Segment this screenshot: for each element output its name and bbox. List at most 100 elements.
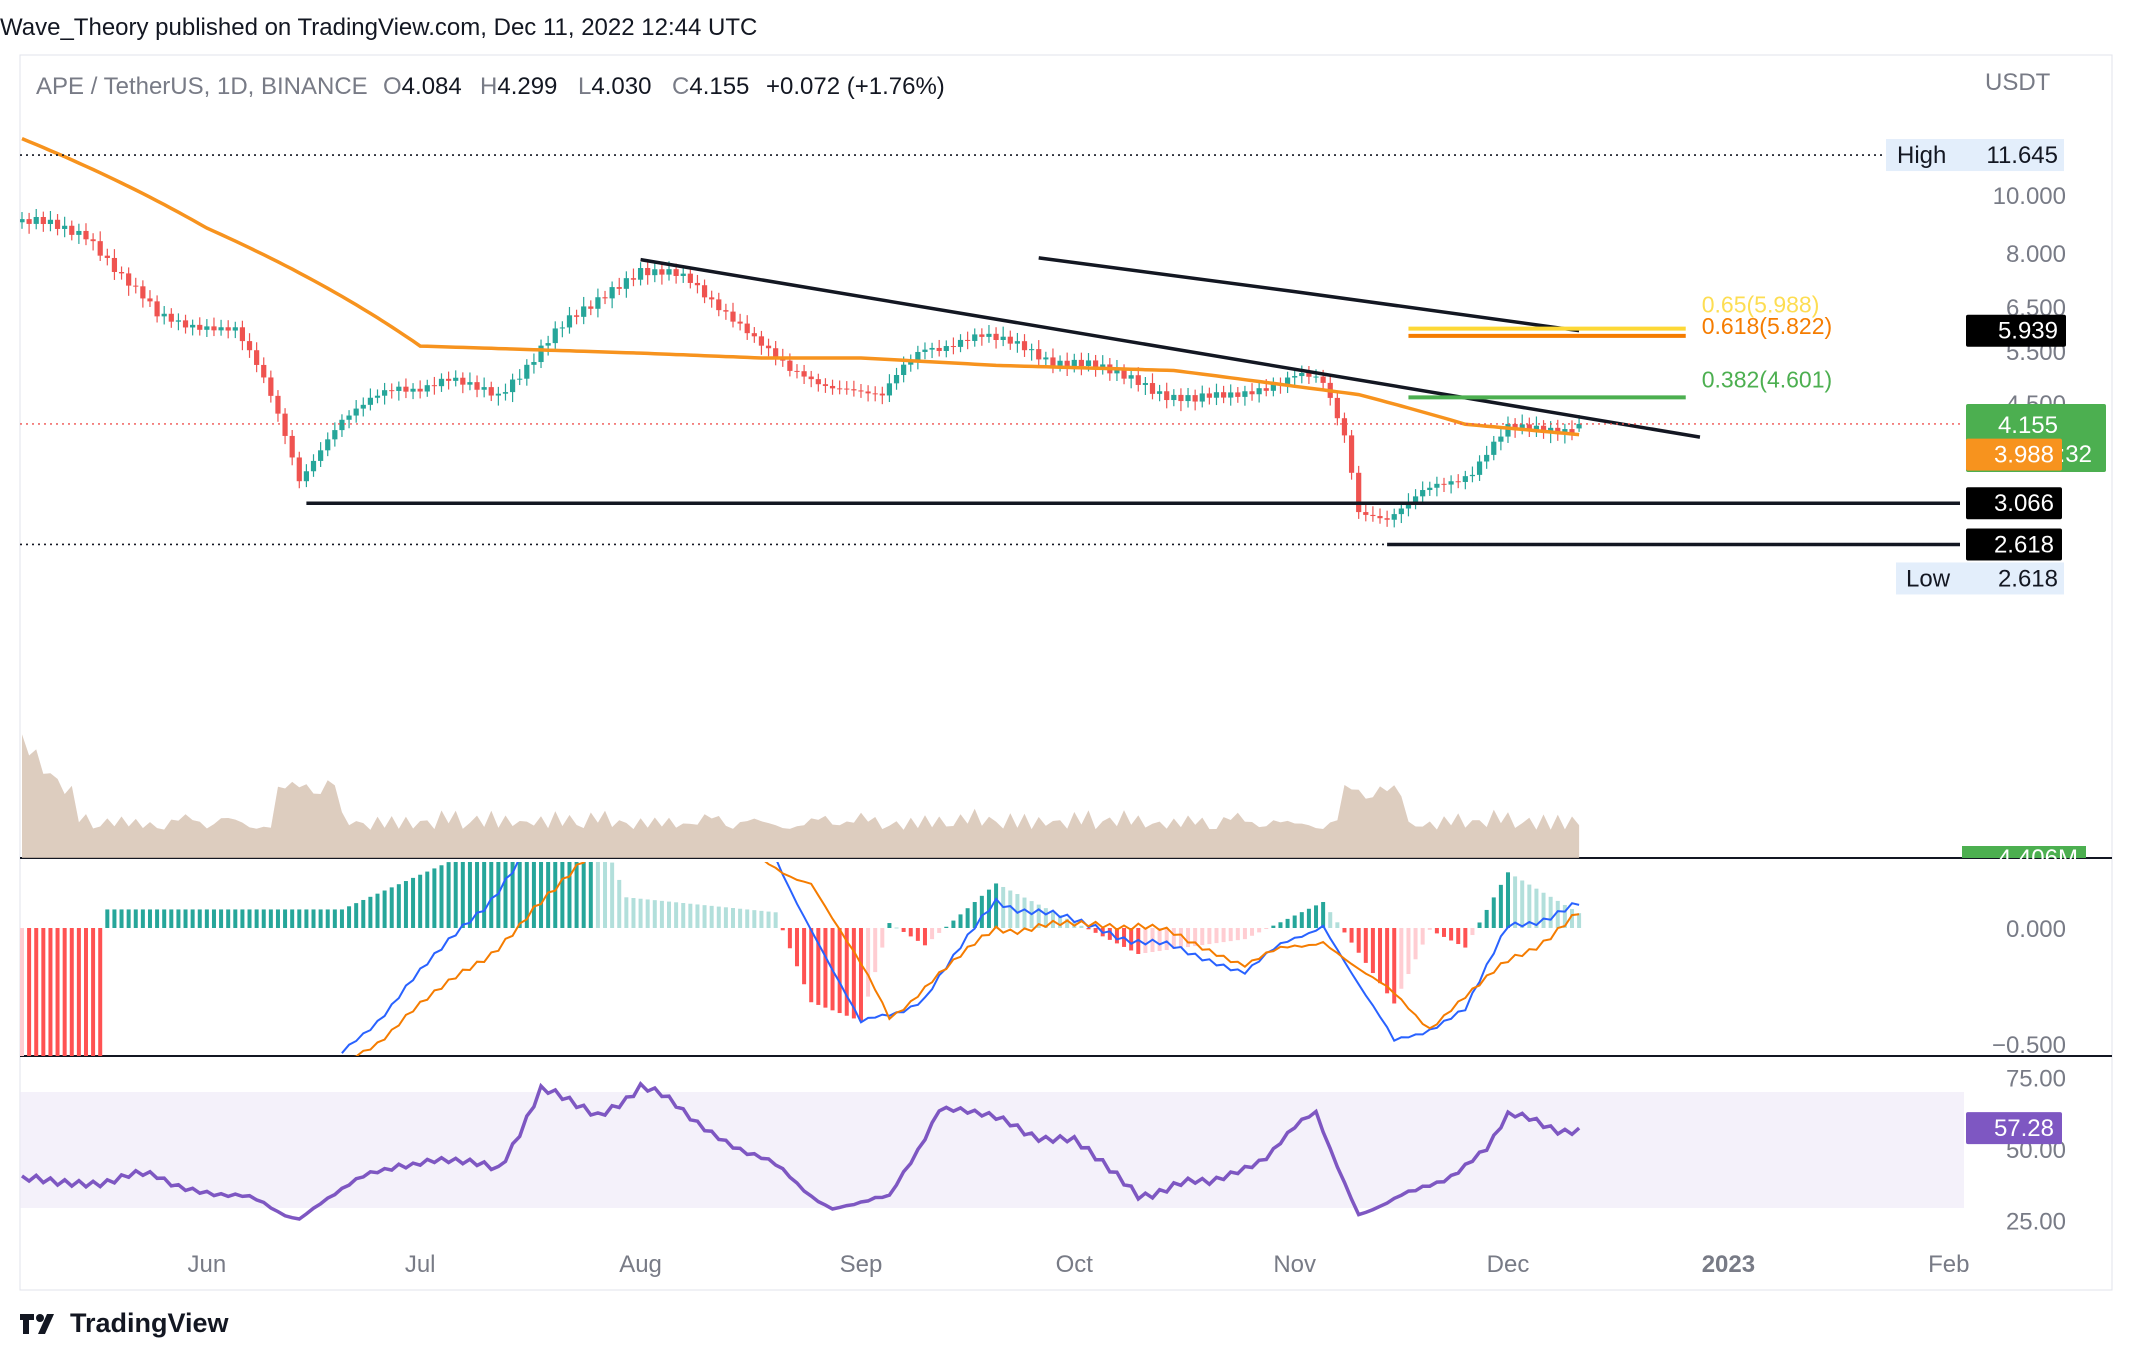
- rsi-value-tag-bg: [1966, 1112, 2062, 1145]
- candle-body: [531, 362, 537, 365]
- macd-histogram-bar: [986, 889, 991, 928]
- candle-body: [1491, 441, 1497, 455]
- candle-body: [289, 435, 295, 458]
- candle-body: [197, 324, 203, 330]
- macd-histogram-bar: [1548, 896, 1553, 928]
- macd-axis-tick: 0.000: [2006, 916, 2066, 943]
- macd-histogram-bar: [1505, 872, 1510, 928]
- macd-histogram-bar: [297, 909, 302, 928]
- macd-histogram-bar: [524, 862, 529, 928]
- chart-frame: [19, 54, 2113, 1291]
- candle-body: [851, 389, 857, 391]
- candle-body: [282, 413, 288, 436]
- candle-body: [581, 306, 587, 317]
- macd-histogram-bar: [1406, 928, 1411, 975]
- candle-body: [524, 364, 530, 379]
- macd-histogram-bar: [190, 909, 195, 928]
- candle-body: [417, 388, 423, 392]
- macd-histogram-bar: [603, 862, 608, 928]
- candle-body: [687, 273, 693, 283]
- candle-body: [1199, 393, 1205, 402]
- candle-body: [1484, 454, 1490, 462]
- candle-body: [1462, 476, 1468, 482]
- macd-histogram-bar: [1299, 912, 1304, 928]
- macd-histogram-bar: [1534, 888, 1539, 928]
- low-tag-kind: Low: [1906, 565, 1951, 592]
- candle-body: [972, 334, 978, 341]
- candle-body: [616, 287, 622, 289]
- macd-axis-tick: −0.500: [1992, 1032, 2066, 1059]
- macd-histogram-bar: [261, 909, 266, 928]
- candle-body: [1320, 376, 1326, 383]
- macd-histogram-bar: [1385, 928, 1390, 994]
- tag-2618-bg: [1966, 528, 2062, 561]
- macd-histogram-bar: [944, 926, 949, 928]
- time-axis-tick: 2023: [1702, 1251, 1755, 1278]
- candle-body: [1050, 357, 1056, 366]
- candle-body: [794, 370, 800, 372]
- macd-histogram-bar: [1129, 928, 1134, 951]
- macd-histogram-bar: [816, 928, 821, 1005]
- macd-histogram-bar: [752, 910, 757, 928]
- candle-body: [47, 219, 54, 224]
- candle-body: [1533, 425, 1540, 430]
- candle-body: [1540, 425, 1547, 433]
- candle-body: [1348, 435, 1355, 473]
- macd-histogram-bar: [787, 928, 792, 949]
- candle-body: [1071, 359, 1077, 367]
- macd-histogram-bar: [1186, 928, 1191, 948]
- low-tag-bg: [1896, 562, 2064, 595]
- candle-body: [730, 311, 736, 322]
- candle-body: [822, 384, 829, 386]
- macd-histogram-bar: [1463, 928, 1468, 948]
- candle-body: [1256, 388, 1262, 395]
- macd-histogram-bar: [546, 862, 551, 928]
- low-tag-value: 2.618: [1998, 565, 2058, 592]
- macd-histogram-bar: [1420, 928, 1425, 945]
- macd-histogram-bar: [1015, 894, 1020, 928]
- candle-body: [787, 360, 793, 371]
- candle-body: [609, 287, 615, 299]
- macd-histogram-bar: [1292, 915, 1297, 928]
- candle-body: [396, 386, 402, 391]
- candle-body: [339, 419, 345, 431]
- macd-histogram-bar: [688, 903, 693, 928]
- candle-body: [318, 450, 324, 461]
- candle-body: [701, 285, 708, 298]
- candle-body: [168, 313, 174, 322]
- macd-histogram-bar: [894, 927, 899, 929]
- candle-body: [460, 377, 466, 385]
- macd-histogram-bar: [1036, 904, 1041, 928]
- macd-histogram-bar: [738, 908, 743, 928]
- macd-histogram-bar: [439, 865, 444, 928]
- macd-histogram-bar: [517, 862, 522, 928]
- candle-body: [26, 219, 32, 224]
- macd-histogram-bar: [453, 862, 458, 928]
- macd-histogram-bar: [823, 928, 828, 1008]
- macd-histogram-bar: [1427, 928, 1432, 930]
- macd-histogram-bar: [1314, 905, 1319, 928]
- macd-histogram-bar: [1235, 928, 1240, 941]
- candle-body: [182, 320, 189, 328]
- signal-line: [353, 862, 1580, 1056]
- candle-body: [268, 377, 274, 396]
- candle-body: [1014, 341, 1020, 344]
- macd-histogram-bar: [1541, 892, 1546, 928]
- candle-body: [517, 378, 523, 380]
- macd-histogram-bar: [197, 909, 202, 928]
- macd-histogram-bar: [1562, 904, 1567, 928]
- x-axis: Jun Jul Aug Sep Oct Nov Dec 2023 Feb: [188, 1251, 1970, 1278]
- macd-histogram-bar: [347, 906, 352, 928]
- time-axis-tick: Jun: [188, 1251, 227, 1278]
- macd-histogram-bar: [1086, 928, 1091, 930]
- candle-body: [1434, 483, 1440, 488]
- candle-body: [1171, 394, 1177, 401]
- candle-body: [97, 241, 103, 256]
- candle-body: [1377, 516, 1383, 519]
- macd-histogram-bar: [183, 909, 188, 928]
- macd-histogram-bar: [659, 900, 664, 928]
- macd-histogram-bar: [368, 896, 373, 928]
- candle-body: [346, 415, 352, 420]
- macd-histogram-bar: [1413, 928, 1418, 960]
- candle-body: [1007, 336, 1013, 344]
